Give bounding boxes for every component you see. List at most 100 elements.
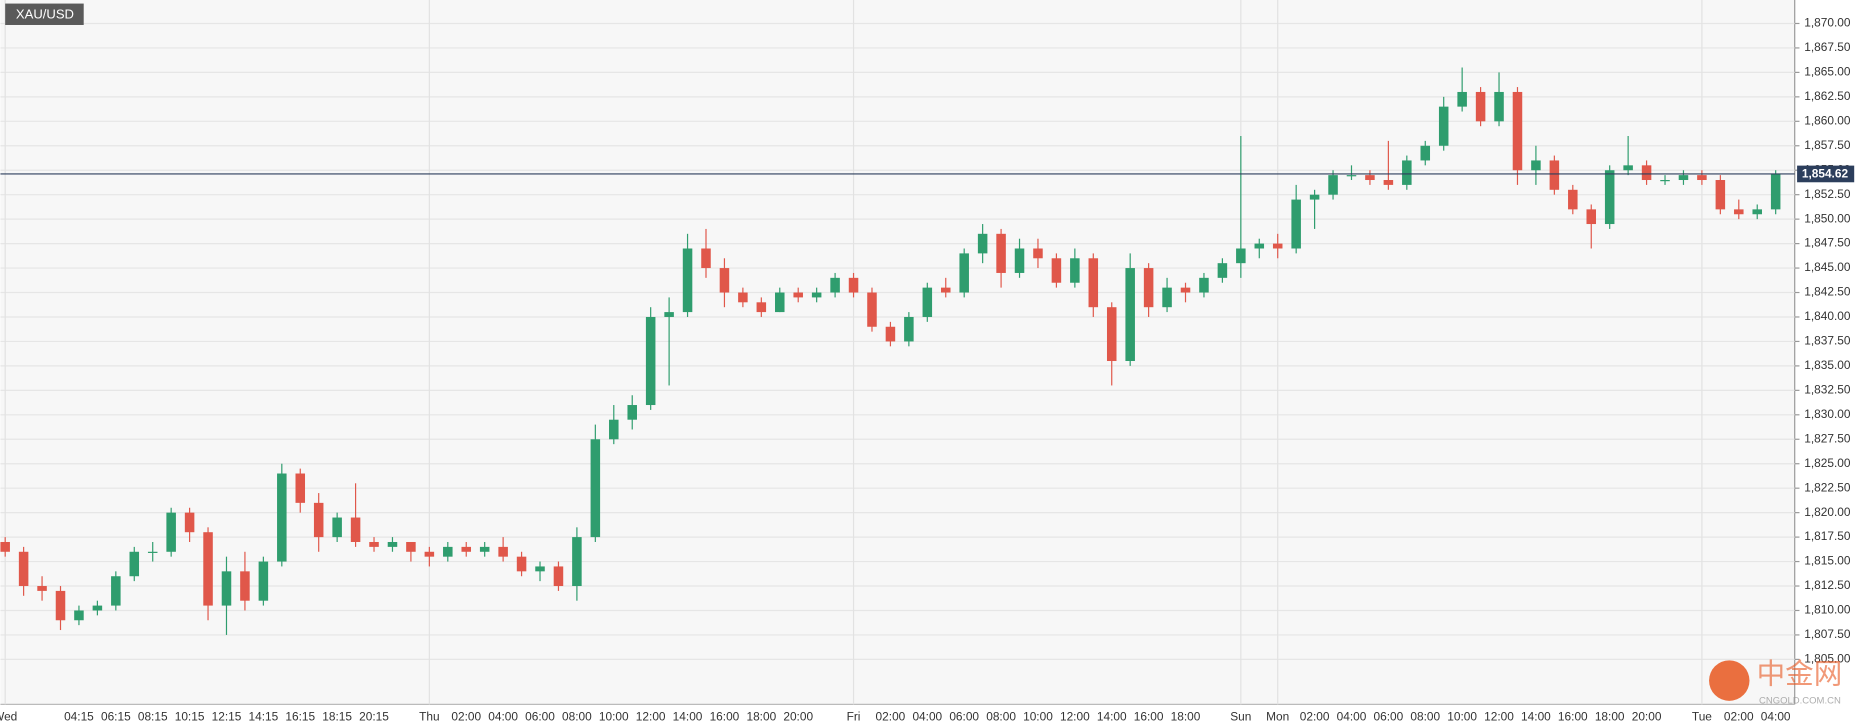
x-tick-label: 16:00 [710, 710, 740, 724]
candle-body [1291, 199, 1301, 249]
candle-body [1531, 160, 1541, 171]
candle-body [1734, 209, 1744, 215]
x-tick-label: 06:15 [101, 710, 131, 724]
candle-body [867, 292, 877, 327]
candle-body [203, 532, 213, 606]
candle-body [240, 571, 250, 601]
last-price-label: 1,854.62 [1802, 167, 1849, 181]
candle-body [1272, 243, 1283, 249]
candle-body [18, 551, 29, 587]
candle-body [1162, 287, 1172, 308]
candle-body [1623, 165, 1633, 171]
x-tick-label: 16:15 [285, 710, 315, 724]
candle-body [92, 605, 103, 611]
y-tick-label: 1,835.00 [1804, 358, 1851, 372]
candle-body [1014, 248, 1025, 273]
candle-body [1365, 175, 1375, 181]
x-tick-label: 08:00 [986, 710, 1016, 724]
chart-title: XAU/USD [16, 6, 74, 21]
candle-body [387, 541, 398, 547]
candle-body [1420, 145, 1431, 161]
candle-body [461, 546, 472, 552]
candle-body [1475, 91, 1486, 122]
x-tick-label: Thu [419, 710, 439, 724]
x-tick-label: Mon [1266, 710, 1289, 724]
title-box [5, 3, 84, 25]
candle-body [1457, 91, 1467, 107]
candle-body [1236, 248, 1246, 264]
y-tick-label: 1,850.00 [1804, 211, 1851, 225]
candle-body [1199, 277, 1209, 293]
y-tick-label: 1,815.00 [1804, 554, 1851, 568]
x-tick-label: 08:00 [562, 710, 592, 724]
x-tick-label: 14:00 [1521, 710, 1551, 724]
candle-body [1346, 175, 1357, 177]
candle-body [55, 590, 66, 621]
y-tick-label: 1,825.00 [1804, 456, 1851, 470]
y-tick-label: 1,867.50 [1804, 40, 1851, 54]
candle-body [848, 277, 859, 293]
candle-body [1660, 180, 1670, 182]
candle-body [1641, 165, 1652, 181]
x-tick-label: 10:00 [1447, 710, 1477, 724]
y-tick-label: 1,862.50 [1804, 89, 1851, 103]
candle-body [1088, 258, 1099, 308]
plot-area [0, 0, 1794, 704]
candle-body [350, 517, 361, 542]
x-tick-label: Wed [0, 710, 17, 724]
candle-body [959, 253, 969, 293]
y-tick-label: 1,847.50 [1804, 236, 1851, 250]
x-tick-label: 02:00 [1724, 710, 1754, 724]
candle-body [922, 287, 933, 317]
candle-body [1715, 180, 1726, 210]
candle-body [1033, 248, 1043, 259]
x-tick-label: 08:15 [138, 710, 168, 724]
candle-body [1604, 170, 1615, 225]
candle-body [498, 546, 508, 557]
candle-body [313, 502, 324, 538]
y-tick-label: 1,845.00 [1804, 260, 1851, 274]
candle-body [1770, 173, 1781, 210]
candle-body [1402, 160, 1412, 185]
y-tick-label: 1,842.50 [1804, 285, 1851, 299]
candle-body [277, 473, 287, 562]
x-tick-label: 20:00 [783, 710, 813, 724]
last-price-box [1797, 165, 1855, 183]
candle-body [479, 546, 490, 552]
candle-body [1217, 263, 1228, 278]
candle-body [1494, 91, 1504, 122]
x-tick-label: 02:00 [1300, 710, 1330, 724]
candle-body [664, 312, 674, 317]
y-tick-label: 1,817.50 [1804, 529, 1851, 543]
x-tick-label: 04:00 [1761, 710, 1791, 724]
candle-body [406, 541, 416, 552]
y-tick-label: 1,807.50 [1804, 627, 1851, 641]
candle-body [996, 233, 1006, 273]
candle-body [166, 512, 176, 552]
x-tick-label: 04:00 [912, 710, 942, 724]
y-tick-label: 1,810.00 [1804, 603, 1851, 617]
candle-body [830, 277, 840, 293]
candle-body [1512, 91, 1523, 171]
x-tick-label: 06:00 [949, 710, 979, 724]
candle-body [1383, 180, 1394, 185]
x-tick-label: 14:15 [249, 710, 279, 724]
watermark-logo [1709, 660, 1750, 701]
x-tick-label: 12:00 [1060, 710, 1090, 724]
x-tick-label: 16:00 [1134, 710, 1164, 724]
candle-body [590, 439, 601, 538]
x-tick-label: 14:00 [673, 710, 703, 724]
candle-body [1586, 209, 1597, 225]
x-tick-label: 04:00 [488, 710, 518, 724]
candle-body [516, 556, 527, 572]
candle-body [1180, 287, 1191, 293]
candle-body [74, 610, 84, 621]
x-tick-label: 10:15 [175, 710, 205, 724]
x-tick-label: 18:00 [1595, 710, 1625, 724]
x-tick-label: 02:00 [876, 710, 906, 724]
x-tick-label: 02:00 [451, 710, 481, 724]
y-tick-label: 1,822.50 [1804, 480, 1851, 494]
y-tick-label: 1,805.00 [1804, 652, 1851, 666]
candle-body [1125, 268, 1135, 362]
